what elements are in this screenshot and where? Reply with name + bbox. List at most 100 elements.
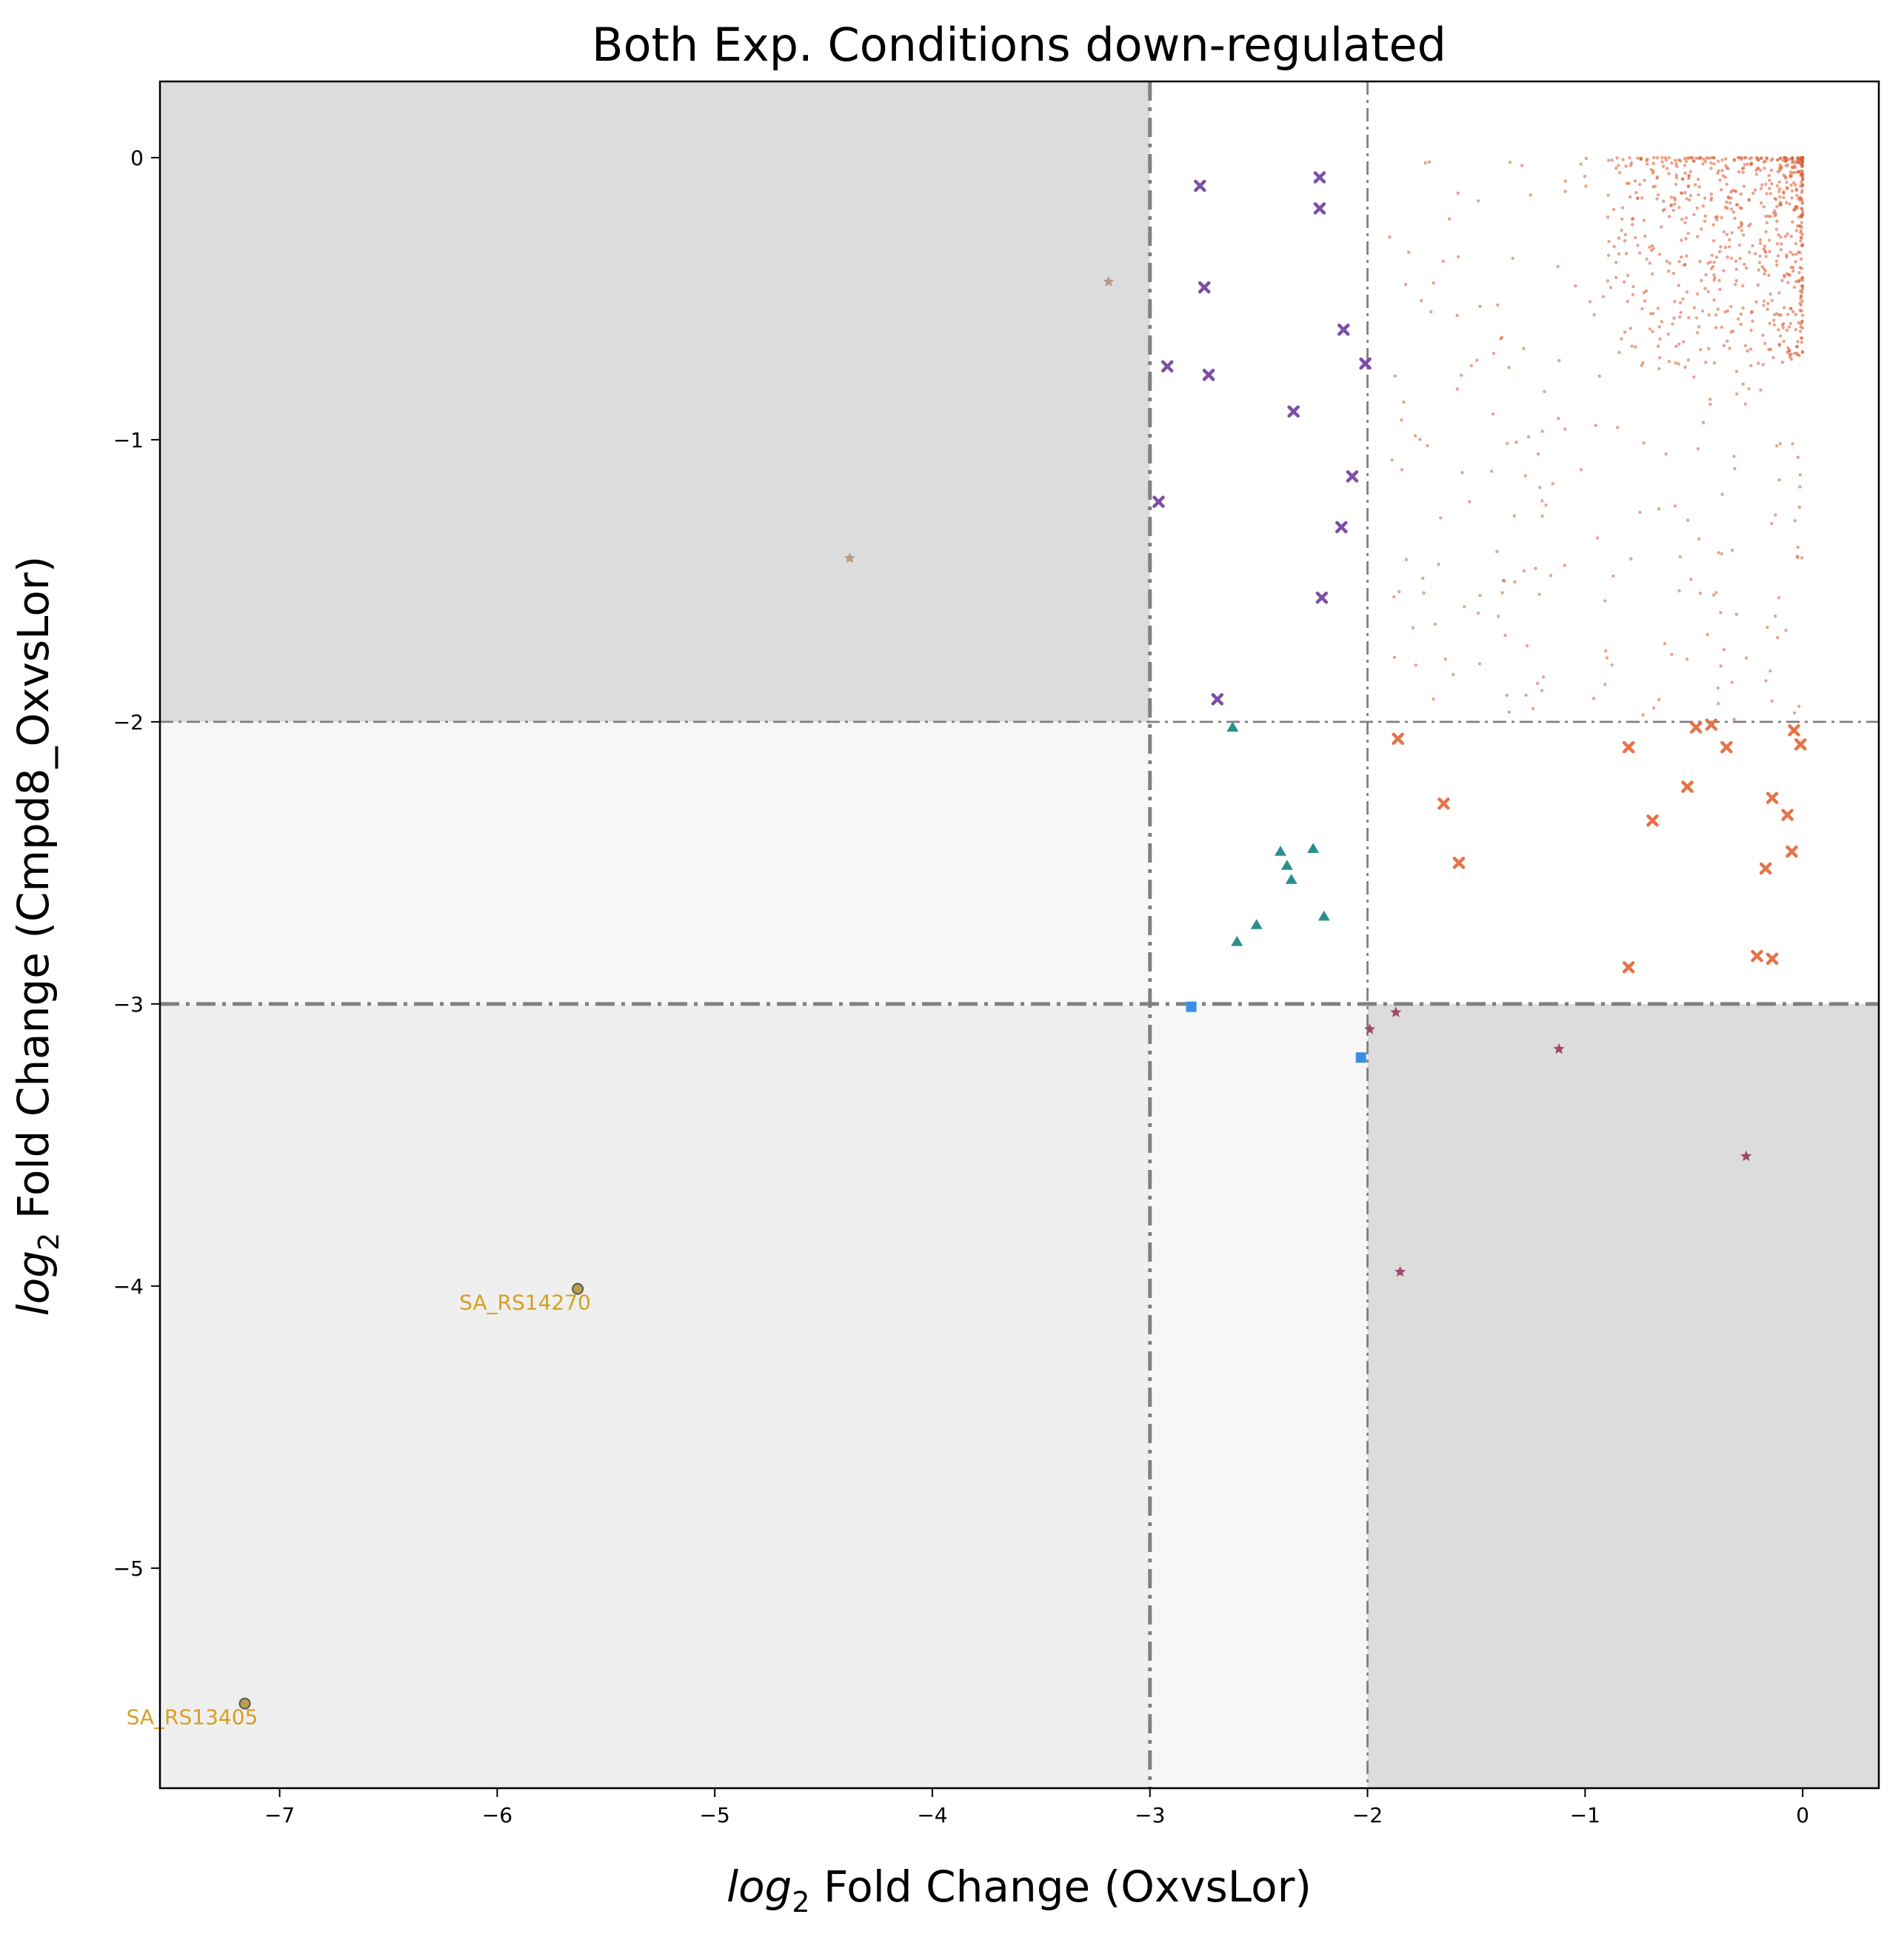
cloud-point xyxy=(1588,300,1592,304)
cloud-point xyxy=(1700,309,1705,313)
cloud-point xyxy=(1456,191,1460,195)
cloud-point xyxy=(1725,166,1729,170)
cloud-point xyxy=(1774,444,1779,448)
cloud-point xyxy=(1699,156,1703,160)
cloud-point xyxy=(1633,179,1637,183)
marker-x xyxy=(1705,718,1718,731)
cloud-point xyxy=(1478,304,1482,309)
cloud-point xyxy=(1722,230,1726,234)
cloud-point xyxy=(1796,340,1800,344)
cloud-point xyxy=(1595,536,1600,540)
cloud-point xyxy=(1775,184,1780,188)
marker-circle xyxy=(238,1697,251,1710)
cloud-point xyxy=(1800,313,1805,318)
cloud-point xyxy=(1697,185,1701,189)
y-tick-label: −5 xyxy=(113,1556,144,1581)
y-tick-label: −2 xyxy=(113,710,144,735)
cloud-point xyxy=(1696,446,1700,451)
cloud-point xyxy=(1790,196,1794,200)
cloud-point xyxy=(1774,259,1779,263)
cloud-point xyxy=(1452,672,1455,677)
cloud-point xyxy=(1776,170,1780,174)
cloud-point xyxy=(1648,261,1651,265)
cloud-point xyxy=(1771,355,1775,360)
cloud-point xyxy=(1685,197,1688,201)
marker-x xyxy=(1786,845,1798,858)
cloud-point xyxy=(1615,155,1619,160)
cloud-point xyxy=(1682,263,1686,267)
cloud-point xyxy=(1760,183,1764,187)
cloud-point xyxy=(1736,317,1740,321)
cloud-point xyxy=(1603,683,1607,686)
cloud-point xyxy=(1677,362,1680,366)
cloud-point xyxy=(1762,299,1766,303)
cloud-point xyxy=(1675,164,1679,168)
cloud-point xyxy=(1617,350,1621,355)
cloud-point xyxy=(1767,173,1771,178)
cloud-point xyxy=(1708,402,1712,407)
cloud-point xyxy=(1720,169,1724,173)
cloud-point xyxy=(1800,181,1803,184)
marker-x xyxy=(1161,360,1174,373)
cloud-point xyxy=(1526,435,1531,439)
x-tick-label: −2 xyxy=(1352,1803,1383,1827)
cloud-point xyxy=(1778,195,1782,199)
cloud-point xyxy=(1768,347,1773,352)
cloud-point xyxy=(1768,187,1771,190)
cloud-point xyxy=(1790,161,1794,164)
cloud-point xyxy=(1641,361,1645,365)
cloud-point xyxy=(1500,591,1504,595)
marker-x xyxy=(1152,495,1165,508)
cloud-point xyxy=(1685,254,1688,258)
cloud-point xyxy=(1730,231,1734,235)
cloud-point xyxy=(1793,352,1797,355)
cloud-point xyxy=(1677,284,1680,287)
cloud-point xyxy=(1798,473,1802,477)
cloud-point xyxy=(1725,182,1728,186)
cloud-point xyxy=(1683,164,1687,167)
cloud-point xyxy=(1709,167,1713,170)
cloud-point xyxy=(1727,195,1731,200)
cloud-point xyxy=(1688,170,1692,174)
cloud-point xyxy=(1614,275,1618,280)
cloud-point xyxy=(1737,170,1741,174)
cloud-point xyxy=(1673,198,1677,202)
cloud-point xyxy=(1757,268,1760,272)
cloud-point xyxy=(1729,256,1734,261)
cloud-point xyxy=(1800,164,1804,169)
cloud-point xyxy=(1642,441,1646,445)
cloud-point xyxy=(1796,155,1800,160)
cloud-point xyxy=(1800,232,1805,236)
cloud-point xyxy=(1761,363,1766,367)
cloud-point xyxy=(1725,232,1729,236)
cloud-point xyxy=(1763,167,1766,170)
cloud-point xyxy=(1574,284,1577,288)
cloud-point xyxy=(1761,333,1765,337)
cloud-point xyxy=(1695,235,1700,238)
cloud-point xyxy=(1537,486,1542,489)
cloud-point xyxy=(1765,221,1769,225)
cloud-point xyxy=(1791,220,1794,224)
cloud-point xyxy=(1774,513,1777,517)
cloud-point xyxy=(1601,295,1606,298)
cloud-point xyxy=(1660,160,1664,164)
cloud-point xyxy=(1719,188,1723,192)
cloud-point xyxy=(1764,255,1768,258)
cloud-point xyxy=(1756,167,1760,170)
cloud-point xyxy=(1620,206,1625,210)
cloud-point xyxy=(1635,196,1640,200)
region-3 xyxy=(160,721,1150,1004)
cloud-point xyxy=(1606,215,1610,219)
cloud-point xyxy=(1718,178,1722,182)
cloud-point xyxy=(1779,313,1783,317)
cloud-point xyxy=(1772,318,1776,322)
cloud-point xyxy=(1522,347,1526,351)
cloud-point xyxy=(1702,157,1706,161)
cloud-point xyxy=(1656,344,1660,348)
marker-x xyxy=(1766,952,1779,966)
cloud-point xyxy=(1793,519,1797,523)
cloud-point xyxy=(1636,244,1640,247)
cloud-point xyxy=(1680,217,1684,221)
cloud-point xyxy=(1506,441,1509,446)
x-axis-label: log2 Fold Change (OxvsLor) xyxy=(726,1861,1312,1918)
